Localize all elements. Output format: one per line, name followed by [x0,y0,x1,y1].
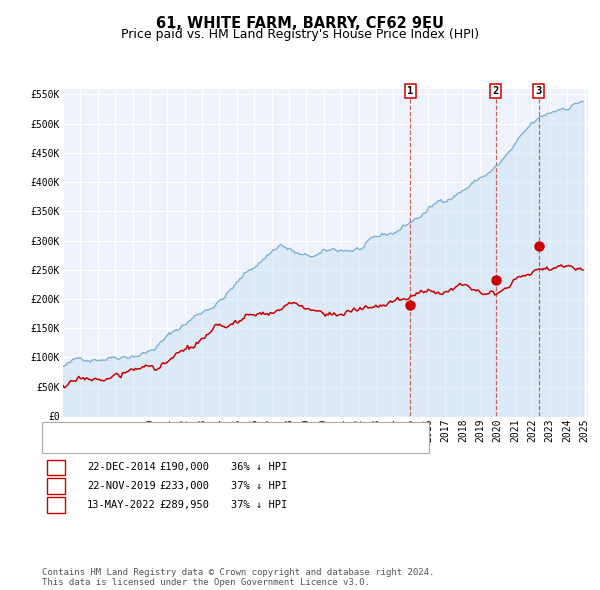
Text: 37% ↓ HPI: 37% ↓ HPI [231,481,287,491]
Text: 37% ↓ HPI: 37% ↓ HPI [231,500,287,510]
Text: 2: 2 [493,86,499,96]
Text: £289,950: £289,950 [159,500,209,510]
Text: 22-DEC-2014: 22-DEC-2014 [87,463,156,472]
Text: HPI: Average price, detached house, Vale of Glamorgan: HPI: Average price, detached house, Vale… [77,438,408,448]
Text: 13-MAY-2022: 13-MAY-2022 [87,500,156,510]
Text: 3: 3 [53,500,59,510]
Text: 3: 3 [536,86,542,96]
Text: 1: 1 [407,86,413,96]
Text: 2: 2 [53,481,59,491]
Text: 61, WHITE FARM, BARRY, CF62 9EU (detached house): 61, WHITE FARM, BARRY, CF62 9EU (detache… [77,425,377,435]
Text: Price paid vs. HM Land Registry's House Price Index (HPI): Price paid vs. HM Land Registry's House … [121,28,479,41]
Text: Contains HM Land Registry data © Crown copyright and database right 2024.
This d: Contains HM Land Registry data © Crown c… [42,568,434,587]
Text: 1: 1 [53,463,59,472]
Text: 61, WHITE FARM, BARRY, CF62 9EU: 61, WHITE FARM, BARRY, CF62 9EU [156,16,444,31]
Text: £233,000: £233,000 [159,481,209,491]
Text: 36% ↓ HPI: 36% ↓ HPI [231,463,287,472]
Text: £190,000: £190,000 [159,463,209,472]
Text: 22-NOV-2019: 22-NOV-2019 [87,481,156,491]
